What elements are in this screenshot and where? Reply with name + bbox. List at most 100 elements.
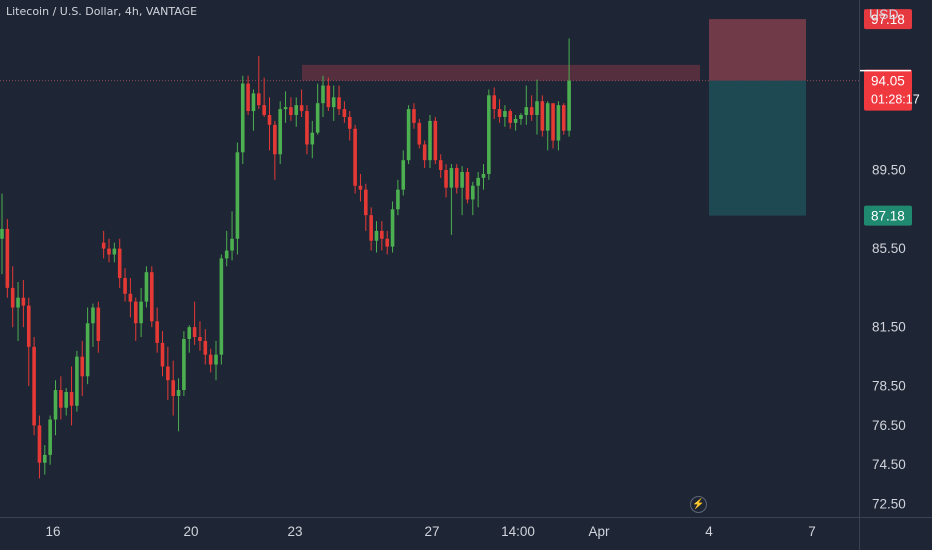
candle[interactable] [107,238,111,263]
candle[interactable] [96,301,101,353]
candle[interactable] [150,266,154,328]
candle[interactable] [85,307,90,385]
candle[interactable] [48,415,52,465]
candle[interactable] [471,181,475,216]
candle[interactable] [337,85,341,115]
candle[interactable] [374,221,379,253]
candle[interactable] [208,348,213,373]
candle[interactable] [240,75,245,165]
candle[interactable] [0,193,4,275]
candle[interactable] [262,77,266,117]
candle[interactable] [128,278,133,318]
candle[interactable] [10,266,15,328]
candle[interactable] [529,95,534,121]
candle[interactable] [5,219,10,298]
candle[interactable] [144,266,149,308]
candle[interactable] [26,297,31,387]
candle[interactable] [91,303,95,347]
candle[interactable] [112,242,117,263]
candle[interactable] [412,103,416,129]
candle[interactable] [347,111,352,141]
candle[interactable] [438,154,443,178]
candle[interactable] [428,114,432,169]
candle[interactable] [235,142,240,255]
candle[interactable] [64,388,68,416]
lightning-icon[interactable]: ⚡ [690,496,707,513]
candle[interactable] [567,38,571,137]
candle[interactable] [406,105,411,165]
candle[interactable] [182,331,186,396]
candle[interactable] [171,360,175,416]
candle[interactable] [422,140,427,169]
candle[interactable] [321,75,325,117]
candle[interactable] [545,101,550,151]
candle[interactable] [519,113,523,125]
candle[interactable] [454,164,459,194]
candle[interactable] [353,124,357,194]
candle[interactable] [465,168,470,204]
candle[interactable] [476,171,480,208]
candle[interactable] [257,56,261,110]
candle[interactable] [80,340,85,396]
candle[interactable] [69,366,74,426]
candle[interactable] [492,87,496,119]
candle[interactable] [310,120,315,159]
candle[interactable] [540,95,545,137]
candle[interactable] [331,85,336,121]
candle[interactable] [214,340,218,381]
candle[interactable] [556,101,561,151]
candle[interactable] [396,179,400,216]
candle[interactable] [219,254,224,365]
candle[interactable] [497,99,502,123]
candle[interactable] [273,120,277,180]
candle[interactable] [192,301,197,345]
candle[interactable] [444,164,448,198]
candle[interactable] [508,109,513,129]
stop-loss-zone[interactable] [709,19,806,81]
candle[interactable] [43,445,47,475]
candle[interactable] [342,101,347,123]
candle[interactable] [364,183,368,231]
candle[interactable] [380,221,384,251]
candle[interactable] [187,325,192,353]
candle[interactable] [401,150,406,196]
candle[interactable] [283,91,288,123]
candle[interactable] [32,337,36,436]
candle[interactable] [294,97,299,127]
candle[interactable] [481,164,486,190]
candle[interactable] [117,238,122,288]
candle[interactable] [267,97,272,151]
candle[interactable] [289,97,293,121]
candle[interactable] [513,114,518,131]
candle[interactable] [460,166,464,216]
candle[interactable] [551,103,555,149]
candle[interactable] [369,207,373,251]
candle[interactable] [155,307,159,353]
candle[interactable] [203,329,208,365]
candle[interactable] [278,101,282,165]
take-profit-zone[interactable] [709,80,806,216]
candle[interactable] [224,230,229,267]
candle[interactable] [433,116,438,165]
candle[interactable] [101,230,106,259]
candle[interactable] [133,297,138,341]
candle[interactable] [315,83,320,135]
candle[interactable] [123,268,127,302]
candle[interactable] [305,105,309,155]
candle[interactable] [16,281,20,341]
candle[interactable] [417,118,422,149]
candle[interactable] [561,103,566,135]
candle[interactable] [176,378,181,432]
candle[interactable] [358,173,363,202]
candle[interactable] [449,164,454,235]
candle[interactable] [299,89,304,117]
candle[interactable] [390,201,395,253]
candle[interactable] [37,415,42,479]
candle[interactable] [230,211,234,261]
candle[interactable] [326,77,331,112]
resistance-zone[interactable] [302,64,700,81]
candle[interactable] [503,105,507,127]
candle[interactable] [385,230,389,255]
candle[interactable] [524,85,529,125]
